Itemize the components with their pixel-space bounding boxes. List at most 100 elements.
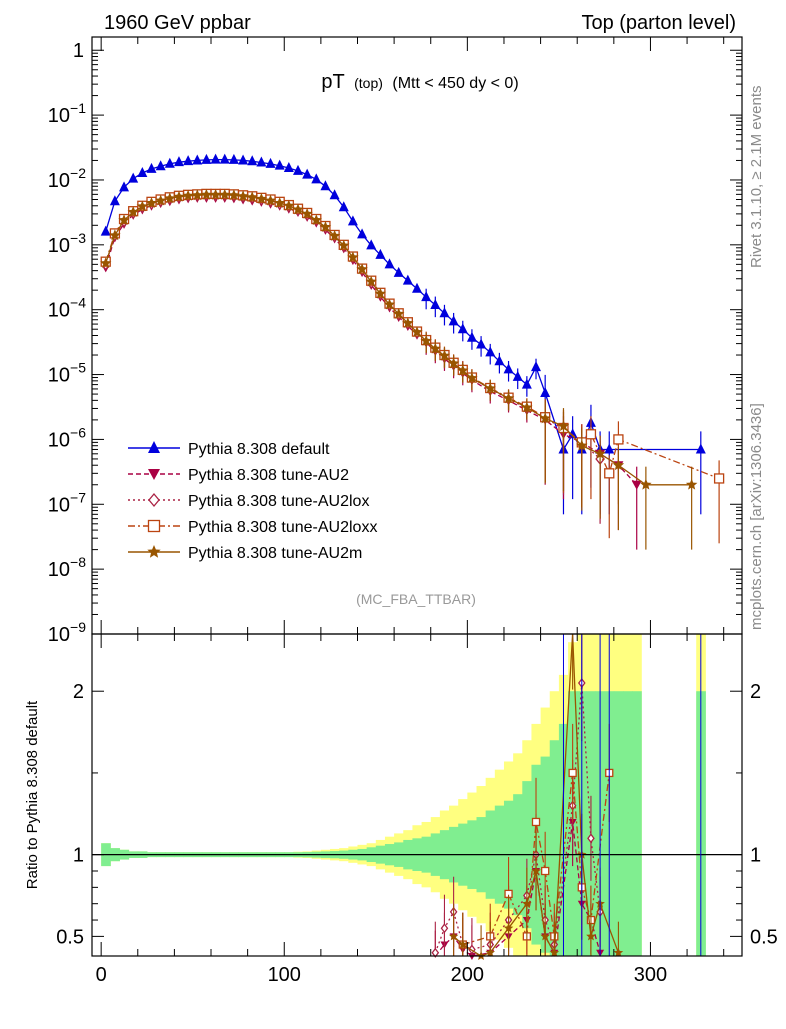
legend-label: Pythia 8.308 tune-AU2lox bbox=[188, 493, 369, 510]
data-point bbox=[148, 469, 160, 480]
data-point bbox=[585, 429, 597, 440]
ratio-y-tick-label-right: 0.5 bbox=[750, 926, 778, 948]
data-point bbox=[283, 161, 294, 172]
data-point bbox=[118, 214, 130, 225]
data-point bbox=[145, 197, 158, 208]
data-point bbox=[338, 201, 349, 212]
data-point bbox=[366, 239, 377, 250]
data-point bbox=[274, 159, 285, 170]
data-point bbox=[237, 190, 249, 202]
ratio-band-stat bbox=[632, 691, 642, 956]
data-point bbox=[255, 192, 268, 204]
main-title-main: pT bbox=[321, 71, 344, 93]
data-point bbox=[146, 162, 157, 173]
series-0 bbox=[100, 153, 706, 515]
data-point bbox=[365, 275, 377, 287]
y-tick-label: 10−6 bbox=[48, 424, 86, 451]
main-title-sub: (top) bbox=[354, 75, 383, 91]
data-point bbox=[438, 349, 451, 361]
data-point bbox=[457, 364, 469, 376]
data-point bbox=[640, 478, 652, 490]
data-point bbox=[402, 274, 413, 285]
data-point bbox=[431, 947, 440, 958]
series-line bbox=[105, 158, 701, 452]
ratio-y-tick-label: 1 bbox=[73, 845, 84, 867]
data-point bbox=[328, 230, 341, 241]
ratio-y-tick-label: 0.5 bbox=[56, 926, 84, 948]
header-right: Top (parton level) bbox=[581, 12, 736, 34]
data-point bbox=[347, 215, 358, 226]
data-point bbox=[265, 157, 276, 168]
data-point bbox=[183, 155, 194, 166]
data-point bbox=[411, 326, 423, 337]
legend-label: Pythia 8.308 default bbox=[188, 441, 330, 458]
data-point bbox=[329, 189, 340, 200]
data-point bbox=[485, 947, 495, 957]
data-point bbox=[109, 195, 120, 206]
data-point bbox=[100, 257, 112, 269]
data-point bbox=[421, 291, 432, 302]
data-point bbox=[201, 153, 212, 164]
data-point bbox=[412, 282, 422, 293]
data-point bbox=[521, 378, 532, 389]
y-tick-label: 10−1 bbox=[48, 100, 86, 127]
header-left: 1960 GeV ppbar bbox=[104, 12, 251, 34]
data-point bbox=[540, 931, 550, 941]
data-point bbox=[576, 439, 588, 451]
ratio-plot-area bbox=[92, 633, 742, 960]
series-3 bbox=[100, 188, 725, 544]
data-point bbox=[301, 207, 313, 219]
legend-label: Pythia 8.308 tune-AU2 bbox=[188, 467, 349, 484]
data-point bbox=[393, 307, 405, 319]
data-point bbox=[541, 866, 550, 876]
ratio-band-stat bbox=[613, 691, 624, 956]
data-point bbox=[136, 200, 149, 212]
y-tick-label: 10−3 bbox=[48, 230, 86, 257]
data-point bbox=[147, 545, 161, 558]
data-point bbox=[200, 188, 213, 200]
data-point bbox=[485, 346, 496, 357]
data-point bbox=[109, 229, 121, 241]
data-point bbox=[447, 357, 460, 369]
data-point bbox=[531, 866, 541, 876]
data-point bbox=[375, 248, 386, 259]
data-point bbox=[228, 153, 239, 164]
data-point bbox=[420, 334, 432, 346]
data-point bbox=[604, 443, 615, 454]
data-point bbox=[613, 434, 624, 445]
data-point bbox=[568, 768, 577, 778]
legend: Pythia 8.308 default Pythia 8.308 tune-AU… bbox=[128, 441, 377, 562]
data-point bbox=[219, 153, 230, 164]
x-tick-label: 300 bbox=[634, 964, 667, 986]
data-point bbox=[695, 443, 706, 454]
data-point bbox=[128, 172, 139, 183]
y-tick-label: 10−4 bbox=[48, 295, 86, 322]
data-point bbox=[210, 153, 221, 164]
data-point bbox=[192, 154, 203, 165]
data-point bbox=[466, 372, 478, 383]
data-point bbox=[521, 401, 533, 413]
y-tick-label: 10−9 bbox=[48, 619, 86, 646]
ratio-band-stat bbox=[549, 740, 560, 956]
data-point bbox=[476, 338, 487, 349]
data-point bbox=[182, 189, 194, 201]
data-point bbox=[502, 392, 515, 404]
data-point bbox=[604, 468, 615, 479]
main-title: pT (top) (Mtt < 450 dy < 0) bbox=[321, 71, 518, 93]
data-point bbox=[320, 180, 331, 191]
data-point bbox=[522, 898, 532, 908]
y-tick-label: 10−7 bbox=[48, 489, 86, 516]
x-tick-label: 100 bbox=[268, 964, 301, 986]
data-point bbox=[274, 197, 286, 208]
data-point bbox=[264, 194, 277, 206]
ratio-frame bbox=[91, 633, 743, 957]
data-point bbox=[448, 315, 459, 326]
data-point bbox=[402, 317, 414, 328]
legend-label: Pythia 8.308 tune-AU2m bbox=[188, 545, 362, 562]
data-point bbox=[631, 480, 642, 490]
data-point bbox=[148, 441, 160, 453]
data-point bbox=[228, 189, 240, 201]
data-point bbox=[448, 931, 459, 941]
data-point bbox=[155, 194, 167, 206]
data-point bbox=[430, 299, 441, 310]
